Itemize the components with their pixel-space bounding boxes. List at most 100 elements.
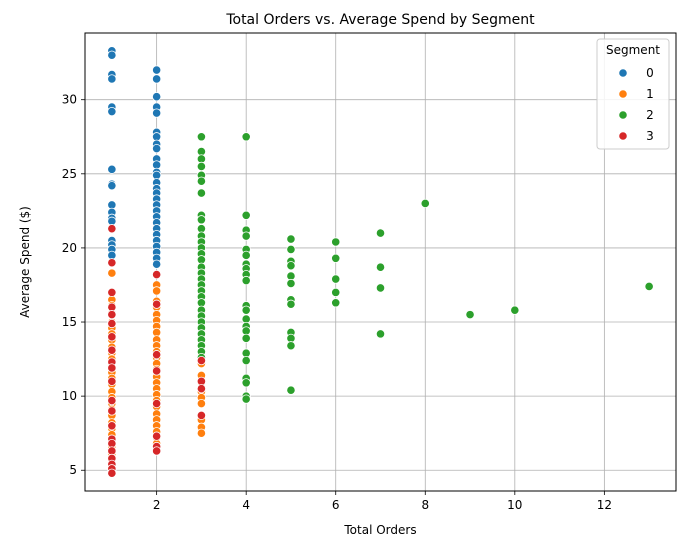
data-point bbox=[196, 176, 207, 186]
data-point bbox=[107, 421, 117, 431]
data-point bbox=[196, 398, 207, 409]
legend-label: 1 bbox=[646, 87, 654, 101]
data-point bbox=[196, 355, 207, 366]
data-point bbox=[286, 261, 296, 271]
data-point bbox=[286, 278, 296, 289]
data-point bbox=[107, 50, 117, 60]
legend-label: 0 bbox=[646, 66, 654, 80]
data-point bbox=[286, 341, 296, 351]
data-point bbox=[152, 299, 162, 309]
x-tick-label: 4 bbox=[242, 498, 250, 512]
legend-box bbox=[596, 38, 670, 150]
legend: Segment 0 1 2 3 bbox=[596, 38, 670, 150]
data-point bbox=[241, 275, 251, 286]
y-tick-label: 15 bbox=[62, 315, 77, 329]
data-point bbox=[152, 74, 162, 84]
data-point bbox=[107, 258, 117, 268]
data-point bbox=[196, 132, 207, 142]
data-point bbox=[375, 228, 386, 238]
y-tick-label: 30 bbox=[62, 93, 77, 107]
y-axis-label: Average Spend ($) bbox=[18, 206, 32, 318]
legend-label: 3 bbox=[646, 129, 654, 143]
x-tick-label: 8 bbox=[421, 498, 429, 512]
data-point bbox=[644, 281, 654, 292]
legend-title: Segment bbox=[606, 43, 660, 57]
legend-marker bbox=[618, 68, 628, 78]
data-point bbox=[152, 286, 162, 296]
x-tick-label: 6 bbox=[332, 498, 340, 512]
series-3 bbox=[107, 224, 207, 478]
x-tick-label: 2 bbox=[153, 498, 161, 512]
data-point bbox=[107, 345, 117, 355]
x-axis-ticks: 2 4 6 8 10 12 bbox=[153, 491, 612, 512]
legend-marker bbox=[618, 131, 628, 141]
legend-marker bbox=[618, 110, 628, 120]
data-point bbox=[107, 106, 117, 117]
data-point bbox=[241, 378, 251, 388]
data-point bbox=[241, 231, 251, 241]
x-tick-label: 12 bbox=[597, 498, 612, 512]
data-point bbox=[286, 244, 296, 255]
data-point bbox=[107, 406, 117, 416]
data-point bbox=[375, 329, 386, 339]
plot-frame bbox=[84, 32, 677, 492]
data-point bbox=[107, 164, 117, 174]
legend-label: 2 bbox=[646, 108, 654, 122]
data-point bbox=[331, 237, 341, 247]
data-point bbox=[152, 366, 162, 376]
data-point bbox=[107, 395, 117, 406]
data-point bbox=[196, 188, 207, 198]
y-tick-label: 25 bbox=[62, 167, 77, 181]
data-point bbox=[286, 299, 296, 309]
data-point bbox=[465, 310, 475, 320]
data-point bbox=[241, 394, 251, 404]
data-point bbox=[152, 65, 162, 75]
data-point bbox=[241, 250, 251, 260]
data-point bbox=[107, 363, 117, 373]
data-point bbox=[420, 198, 430, 209]
data-point bbox=[375, 262, 386, 272]
data-points bbox=[107, 46, 654, 478]
data-point bbox=[375, 283, 386, 293]
data-point bbox=[241, 132, 251, 142]
series-0 bbox=[107, 46, 162, 269]
data-point bbox=[107, 376, 117, 386]
data-point bbox=[107, 332, 117, 342]
data-point bbox=[196, 428, 207, 438]
data-point bbox=[286, 234, 296, 244]
data-point bbox=[241, 210, 251, 220]
data-point bbox=[331, 253, 341, 263]
x-axis-label: Total Orders bbox=[343, 523, 416, 537]
series-2 bbox=[196, 132, 654, 404]
data-point bbox=[196, 410, 207, 421]
x-tick-label: 10 bbox=[507, 498, 522, 512]
y-tick-label: 5 bbox=[69, 463, 77, 477]
data-point bbox=[196, 215, 207, 225]
plot-area bbox=[85, 33, 676, 491]
data-point bbox=[107, 74, 117, 84]
data-point bbox=[107, 468, 117, 478]
data-point bbox=[107, 181, 117, 191]
data-point bbox=[331, 298, 341, 308]
data-point bbox=[152, 398, 162, 409]
data-point bbox=[152, 446, 162, 456]
data-point bbox=[331, 274, 341, 284]
y-axis-ticks: 5 10 15 20 25 30 bbox=[62, 93, 85, 477]
data-point bbox=[107, 310, 117, 320]
data-point bbox=[510, 305, 520, 315]
data-point bbox=[152, 92, 162, 102]
legend-marker bbox=[618, 89, 628, 99]
data-point bbox=[152, 350, 162, 360]
data-point bbox=[152, 269, 162, 280]
data-point bbox=[196, 384, 207, 394]
data-point bbox=[241, 333, 251, 343]
y-tick-label: 20 bbox=[62, 241, 77, 255]
data-point bbox=[152, 108, 162, 118]
data-point bbox=[152, 144, 162, 154]
data-point bbox=[331, 287, 341, 297]
y-tick-label: 10 bbox=[62, 389, 77, 403]
data-point bbox=[152, 259, 162, 269]
data-point bbox=[152, 431, 162, 441]
chart-title: Total Orders vs. Average Spend by Segmen… bbox=[225, 12, 535, 28]
